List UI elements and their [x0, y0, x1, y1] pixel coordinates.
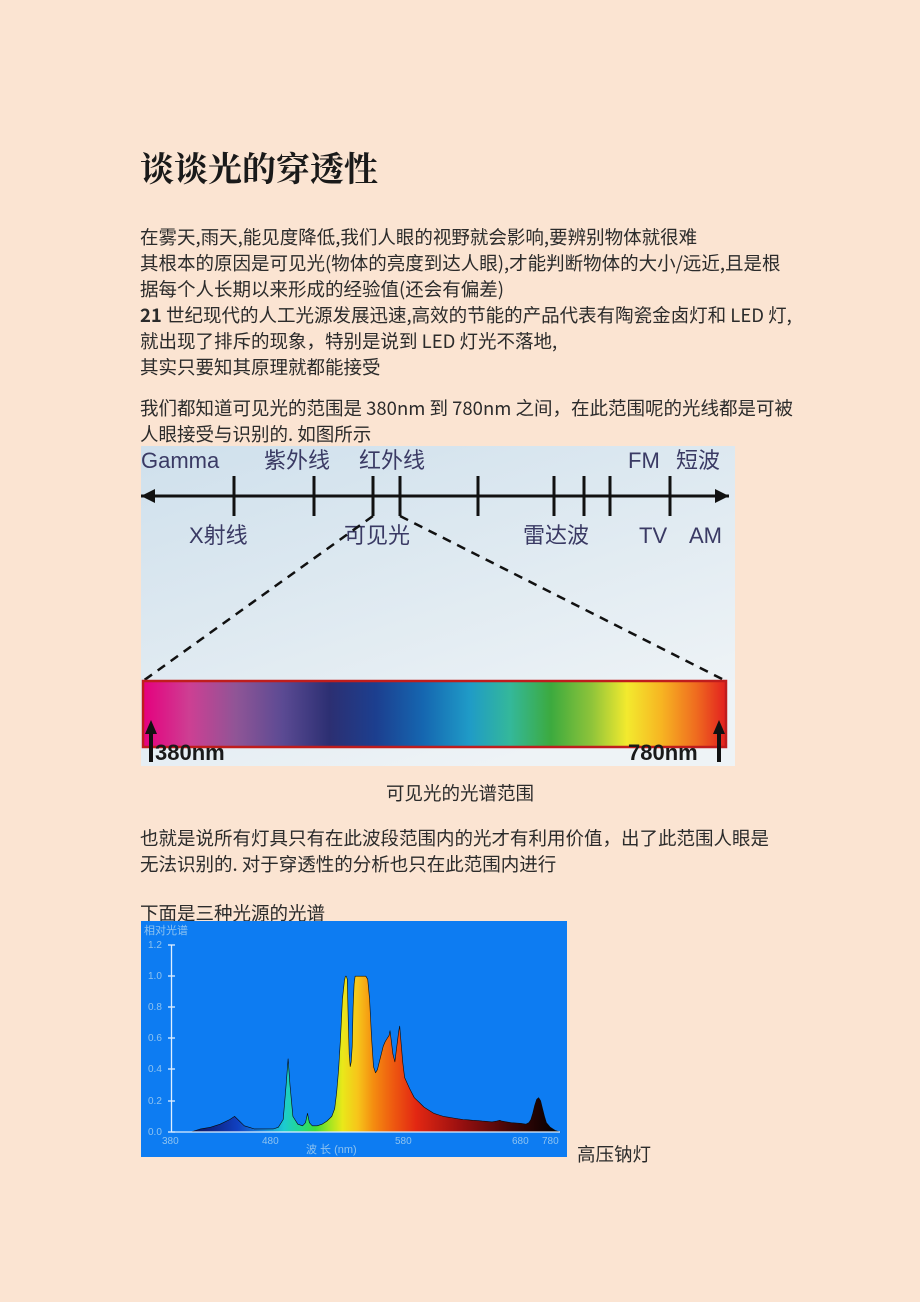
svg-text:0.4: 0.4 [148, 1064, 162, 1075]
svg-text:0.6: 0.6 [148, 1033, 162, 1044]
svg-text:波 长 (nm): 波 长 (nm) [306, 1143, 357, 1156]
svg-text:1.2: 1.2 [148, 940, 162, 951]
svg-text:380nm: 380nm [155, 740, 225, 765]
svg-text:0.2: 0.2 [148, 1096, 162, 1107]
svg-text:TV: TV [639, 523, 667, 548]
svg-text:Gamma: Gamma [141, 448, 220, 473]
svg-text:相对光谱: 相对光谱 [144, 923, 188, 937]
svg-text:雷达波: 雷达波 [523, 523, 589, 548]
svg-text:0.0: 0.0 [148, 1127, 162, 1138]
svg-text:580: 580 [395, 1136, 412, 1147]
svg-text:780nm: 780nm [628, 740, 698, 765]
svg-text:0.8: 0.8 [148, 1002, 162, 1013]
svg-text:AM: AM [689, 523, 722, 548]
svg-text:FM: FM [628, 448, 660, 473]
svg-text:红外线: 红外线 [359, 448, 425, 473]
svg-text:780: 780 [542, 1136, 559, 1147]
svg-text:480: 480 [262, 1136, 279, 1147]
svg-text:380: 380 [162, 1136, 179, 1147]
svg-text:短波: 短波 [676, 448, 720, 473]
svg-text:紫外线: 紫外线 [264, 448, 330, 473]
svg-text:680: 680 [512, 1136, 529, 1147]
svg-text:可见光: 可见光 [344, 523, 410, 548]
svg-text:X射线: X射线 [189, 523, 248, 548]
svg-text:1.0: 1.0 [148, 971, 162, 982]
